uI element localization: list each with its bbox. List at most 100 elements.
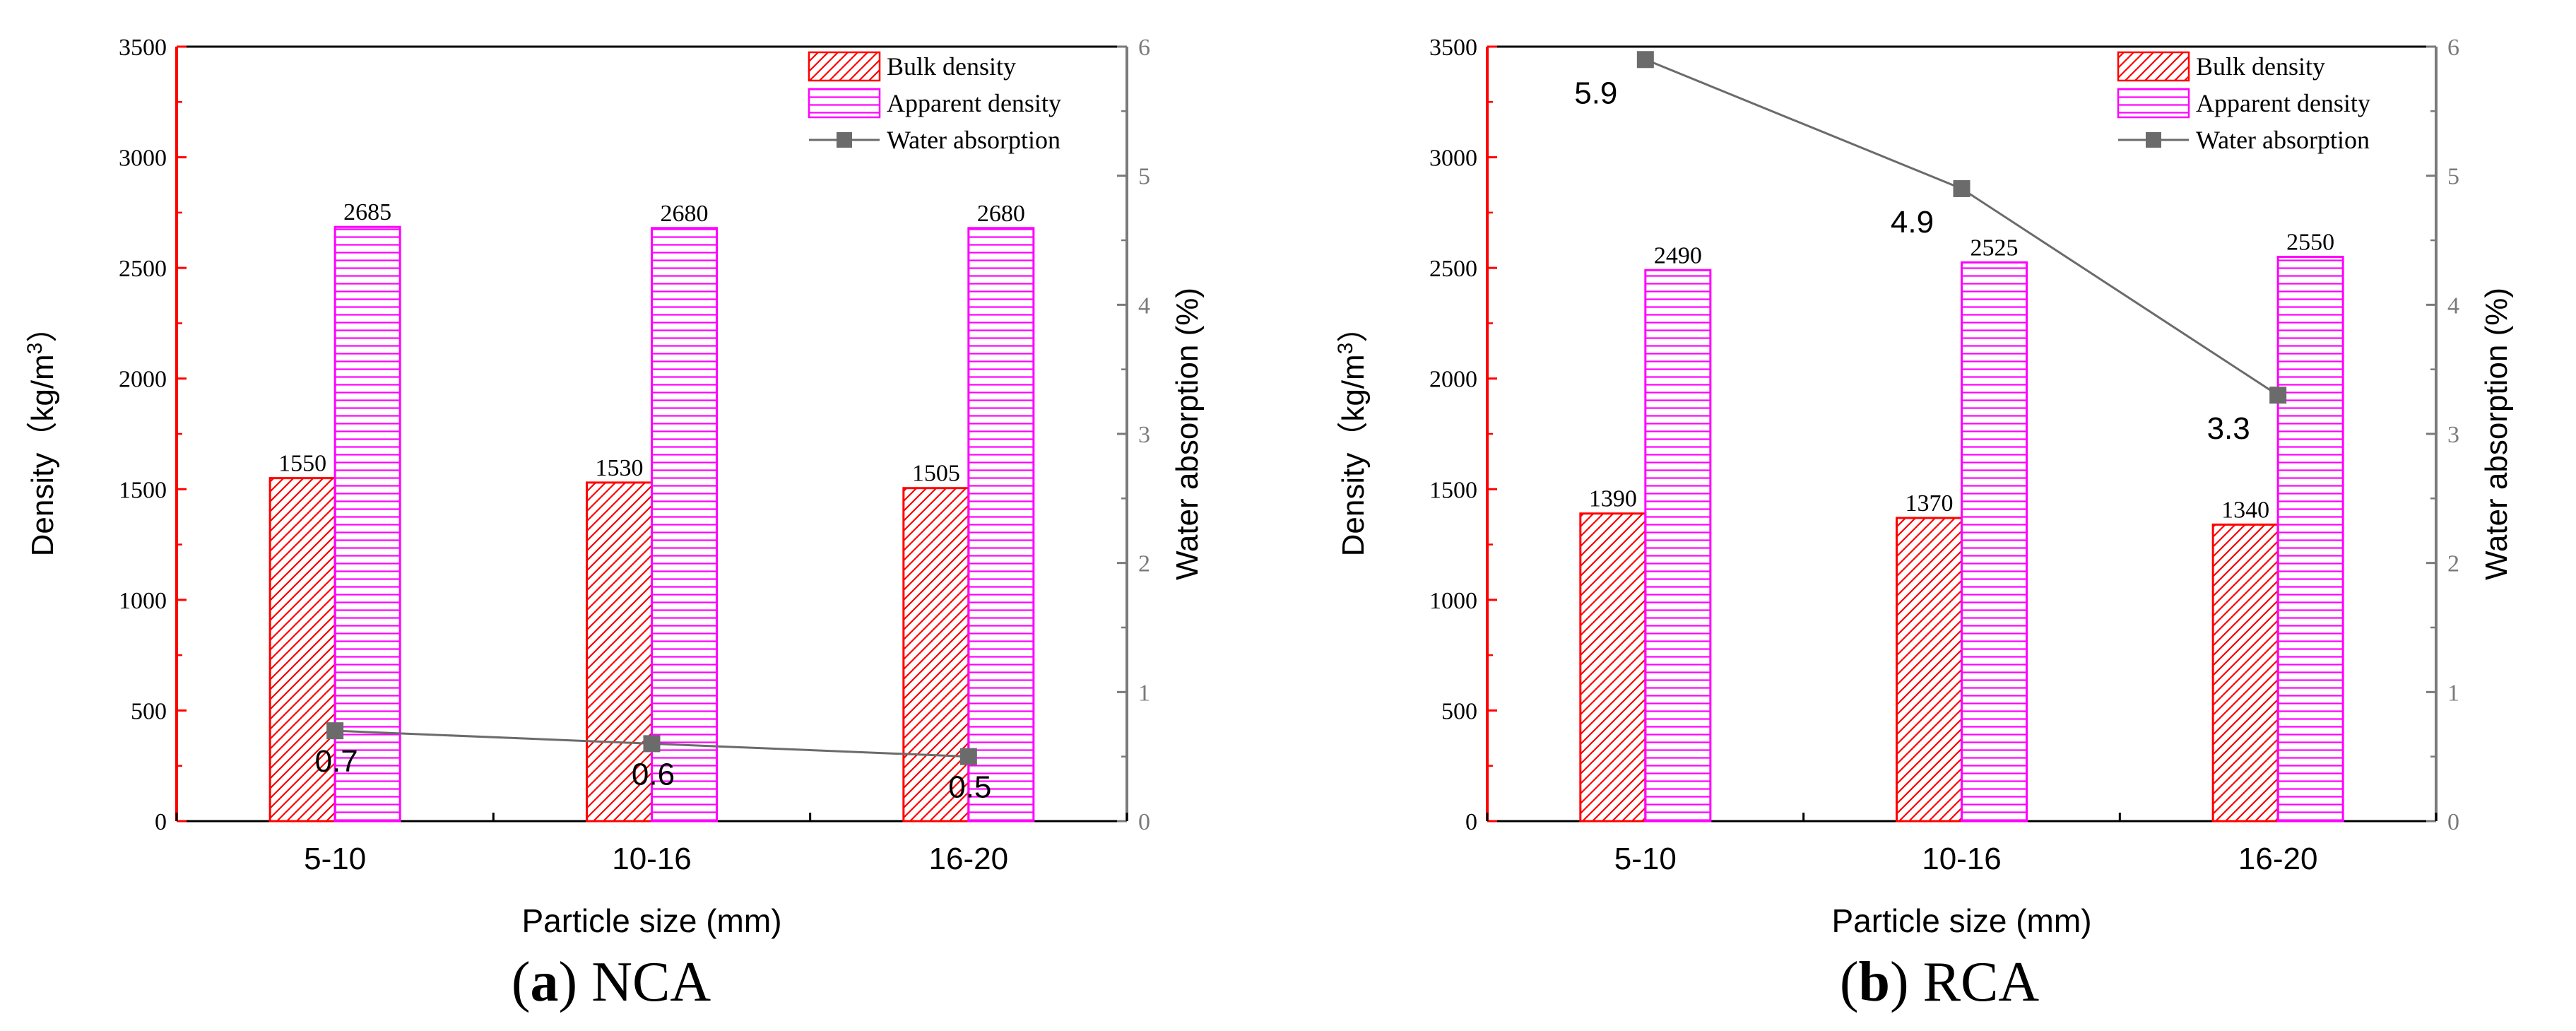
- y2-tick-label: 1: [2447, 680, 2459, 706]
- y-axis-title-close: ）: [1336, 312, 1371, 343]
- y2-axis-title: Water absorption (%): [1170, 288, 1205, 580]
- bulk-density-bar: [2211, 523, 2279, 823]
- apparent-density-value-label: 2680: [977, 201, 1025, 227]
- y-tick-label: 3500: [119, 35, 167, 61]
- caption-close-paren: ): [1890, 951, 1923, 1013]
- apparent-density-value-label: 2550: [2286, 229, 2334, 255]
- y-tick-label: 3500: [1429, 35, 1477, 61]
- y-axis-title-close: ）: [25, 312, 60, 343]
- water-absorption-point: [1953, 179, 1971, 197]
- y-tick-label: 1500: [1429, 477, 1477, 503]
- y-tick-label: 2500: [119, 256, 167, 282]
- y2-tick-label: 2: [2447, 551, 2459, 577]
- legend-label: Apparent density: [2196, 89, 2370, 117]
- caption-open-paren: (: [1840, 951, 1859, 1013]
- water-absorption-value-label: 0.7: [315, 744, 358, 779]
- bulk-density-value-label: 1505: [912, 461, 960, 487]
- x-category-label: 5-10: [304, 842, 366, 876]
- legend-swatch: [2117, 51, 2190, 82]
- panel-b-rca-chart: 0 500 1000 1500 2000 2500 3000 3500 0 1 2 3 4 5 6 5-10 1…: [1334, 35, 2515, 1013]
- bulk-density-bar: [586, 481, 653, 823]
- y2-tick-label: 4: [1138, 293, 1150, 319]
- water-absorption-point: [326, 722, 344, 740]
- legend-label: Bulk density: [887, 52, 1016, 81]
- y2-tick-label: 0: [2447, 809, 2459, 835]
- bulk-density-value-label: 1390: [1589, 486, 1637, 512]
- water-absorption-point: [1636, 51, 1654, 69]
- x-category-label: 16-20: [2238, 842, 2318, 876]
- panel-caption: (a) NCA: [512, 951, 711, 1013]
- panel-caption: (b) RCA: [1840, 951, 2040, 1013]
- caption-name: RCA: [1923, 951, 2040, 1013]
- apparent-density-value-label: 2490: [1654, 242, 1702, 269]
- legend-swatch: [808, 88, 881, 119]
- y2-tick-label: 1: [1138, 680, 1150, 706]
- water-absorption-value-label: 5.9: [1574, 76, 1617, 110]
- legend-label: Apparent density: [887, 89, 1061, 117]
- x-category-label: 5-10: [1614, 842, 1677, 876]
- x-category-label: 10-16: [612, 842, 692, 876]
- y-axis-title-text: Density（kg/m: [1336, 354, 1371, 556]
- bulk-density-value-label: 1530: [596, 455, 644, 481]
- y-tick-label: 2500: [1429, 256, 1477, 282]
- y-tick-label: 1500: [119, 477, 167, 503]
- y-tick-label: 1000: [1429, 588, 1477, 614]
- y-axis-title-superscript: 3: [23, 343, 47, 355]
- apparent-density-value-label: 2525: [1971, 235, 2019, 261]
- apparent-density-bar: [967, 227, 1035, 823]
- water-absorption-value-label: 0.6: [632, 757, 675, 791]
- apparent-density-value-label: 2685: [343, 199, 391, 225]
- apparent-density-bar: [651, 227, 718, 823]
- y-axis-title: Density（kg/m3）: [23, 312, 61, 557]
- bulk-density-value-label: 1550: [278, 451, 326, 477]
- legend-label: Water absorption: [2196, 126, 2370, 154]
- bulk-density-bar: [902, 487, 970, 823]
- y-tick-label: 500: [131, 698, 167, 724]
- y2-tick-label: 3: [2447, 422, 2459, 448]
- legend-marker: [837, 132, 852, 148]
- y-tick-label: 1000: [119, 588, 167, 614]
- water-absorption-point: [2269, 387, 2287, 404]
- y-tick-label: 3000: [119, 146, 167, 172]
- y2-tick-label: 4: [2447, 293, 2459, 319]
- apparent-density-bar: [1961, 261, 2028, 823]
- caption-close-paren: ): [559, 951, 592, 1013]
- y-tick-label: 2000: [119, 367, 167, 393]
- x-axis-title: Particle size (mm): [521, 902, 781, 939]
- y2-tick-label: 3: [1138, 422, 1150, 448]
- water-absorption-value-label: 0.5: [948, 770, 991, 805]
- legend-marker: [2146, 132, 2161, 148]
- y-tick-label: 0: [155, 809, 167, 835]
- caption-open-paren: (: [512, 951, 531, 1013]
- caption-letter: a: [531, 951, 559, 1013]
- y-axis-title-text: Density（kg/m: [25, 354, 60, 556]
- legend-label: Bulk density: [2196, 52, 2325, 81]
- apparent-density-bar: [2276, 255, 2344, 823]
- y2-axis-title: Water absorption (%): [2479, 288, 2514, 580]
- legend-swatch: [2117, 88, 2190, 119]
- caption-letter: b: [1859, 951, 1891, 1013]
- apparent-density-bar: [333, 225, 401, 823]
- bulk-density-value-label: 1370: [1906, 490, 1954, 517]
- water-absorption-value-label: 4.9: [1891, 205, 1934, 240]
- apparent-density-bar: [1644, 269, 1712, 823]
- y-tick-label: 3000: [1429, 146, 1477, 172]
- y2-tick-label: 6: [2447, 35, 2459, 61]
- bulk-density-bar: [268, 477, 336, 823]
- x-axis-title: Particle size (mm): [1831, 902, 2091, 939]
- apparent-density-value-label: 2680: [661, 201, 709, 227]
- water-absorption-point: [643, 735, 661, 753]
- legend-label: Water absorption: [887, 126, 1060, 154]
- water-absorption-point: [959, 748, 977, 765]
- bulk-density-bar: [1896, 517, 1963, 823]
- y-axis-title: Density（kg/m3）: [1334, 312, 1371, 557]
- legend-swatch: [808, 51, 881, 82]
- y2-tick-label: 0: [1138, 809, 1150, 835]
- y2-tick-label: 5: [1138, 164, 1150, 190]
- y-axis-title-superscript: 3: [1334, 343, 1357, 355]
- bulk-density-bar: [1579, 512, 1647, 823]
- x-category-label: 16-20: [929, 842, 1009, 876]
- x-category-label: 10-16: [1922, 842, 2002, 876]
- y2-tick-label: 2: [1138, 551, 1150, 577]
